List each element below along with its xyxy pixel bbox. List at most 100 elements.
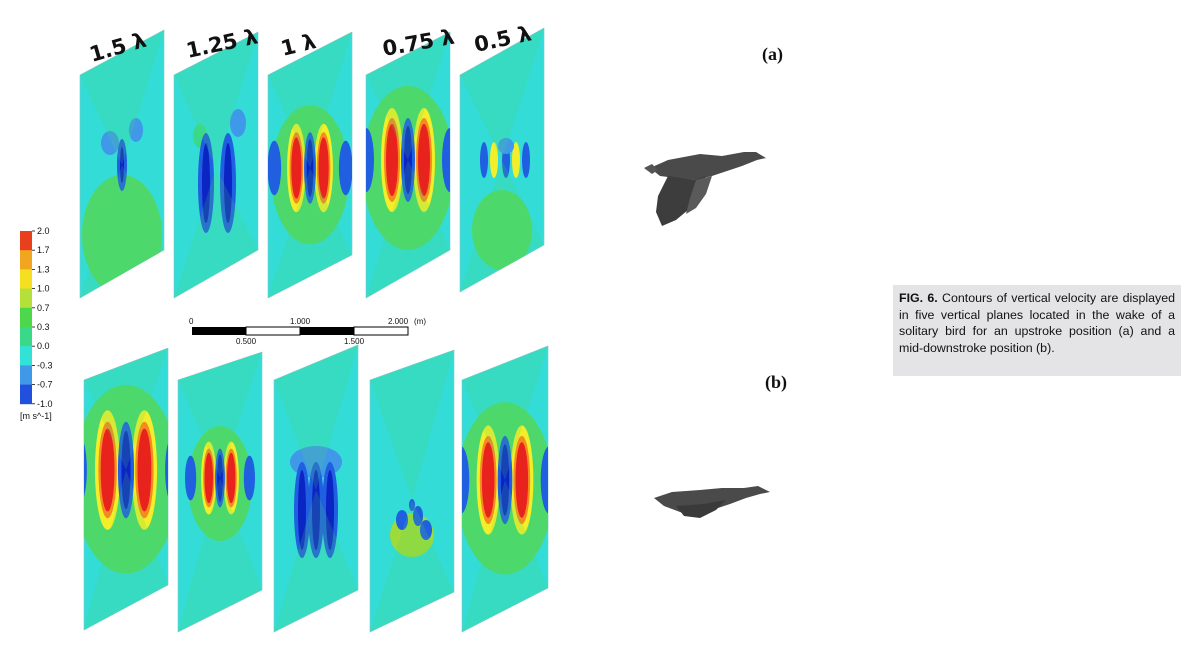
vortex-lobe [500,444,510,516]
small-vortex [498,138,514,154]
vortex-lobe [298,470,306,550]
colorbar-tick-label: 0.0 [37,341,50,351]
figure-caption: FIG. 6. Contours of vertical velocity ar… [893,285,1181,376]
plane-shade [462,346,548,480]
colorbar-swatches [20,231,32,405]
caption-text: Contours of vertical velocity are displa… [899,291,1175,355]
colorbar-tick-labels: 2.0 1.7 1.3 1.0 0.7 0.3 0.0 -0.3 -0.7 -1.0 [32,226,53,409]
vortex-lobe [217,454,223,502]
colorbar-swatch [20,365,32,385]
colorbar-swatch [20,231,32,251]
plane-shade [80,165,164,298]
scalebar-label-1000: 1.000 [290,317,311,326]
small-vortex [480,142,488,178]
weak-vortex [420,520,432,540]
vortex-lobe [243,455,255,501]
colorbar-swatch [20,307,32,328]
colorbar-tick-label: -0.7 [37,380,53,390]
plane-shade [268,168,352,298]
colorbar: 2.0 1.7 1.3 1.0 0.7 0.3 0.0 -0.3 -0.7 -1.0 [m s^-… [20,226,53,421]
vortex-core [204,452,213,504]
velocity-plane [267,31,353,299]
weak-vortex [409,499,415,511]
plane-surface [173,31,259,299]
colorbar-unit: [m s^-1] [20,411,52,421]
scalebar-seg-4 [353,326,409,336]
scalebar-label-1500: 1.500 [344,337,365,346]
velocity-plane [83,347,169,631]
colorbar-tick-label: -0.3 [37,360,53,370]
vortex-lobe [268,140,282,196]
plane-shade [84,470,168,630]
colorbar-tick-label: 1.7 [37,245,50,255]
vortex-lobe [442,128,450,192]
colorbar-swatch [20,269,32,289]
scalebar-label-2000: 2.000 [388,317,409,326]
plane-shade [274,345,358,490]
colorbar-swatch [20,288,32,309]
vortex-lobe [366,128,374,192]
vortex-lobe [202,143,210,223]
vortex-lobe [312,470,320,550]
weak-region [472,190,532,270]
scalebar-seg-1 [192,327,246,335]
plane-shade [174,168,258,298]
colorbar-tick-label: 1.3 [37,264,50,274]
plane-shade [174,32,258,168]
colorbar-swatch [20,346,32,366]
plane-shade [366,160,450,298]
scalebar: 0 1.000 2.000 (m) 0.500 1.500 [189,317,426,346]
vortex-lobe [462,446,470,514]
scalebar-seg-2 [245,326,301,336]
weak-vortex [413,506,423,526]
velocity-plane [369,349,455,633]
vortex-core [318,137,329,199]
weak-vortex [230,109,246,137]
colorbar-tick-label: 2.0 [37,226,50,236]
colorbar-swatch [20,327,32,347]
vortex-lobe [306,139,314,197]
vortex-lobe [326,470,334,550]
colorbar-swatch [20,250,32,270]
panel-label-a: (a) [762,44,783,65]
vortex-core [481,442,495,518]
caption-label: FIG. 6. [899,291,938,305]
downstroke-planes [83,344,549,633]
plane-shade [460,160,544,292]
plane-shade [370,350,454,500]
vortex-lobe [404,126,412,194]
vortex-core [418,124,430,196]
weak-vortex [101,131,119,155]
plane-surface [369,349,455,633]
scalebar-label-0: 0 [189,317,194,326]
small-vortex [512,142,520,178]
colorbar-tick-label: 1.0 [37,284,50,294]
vortex-core [386,124,398,196]
velocity-plane [459,27,545,293]
scalebar-label-0500: 0.500 [236,337,257,346]
velocity-plane [79,29,165,299]
weak-vortex [120,147,124,183]
vortex-core [515,442,529,518]
vortex-core [227,452,236,504]
panel-label-b: (b) [765,372,787,393]
weak-vortex [129,118,143,142]
plane-shade [274,490,358,632]
plane-shade [84,348,168,470]
velocity-plane [177,351,263,633]
vortex-core [100,428,115,512]
vortex-core [137,428,152,512]
plane-shade [370,500,454,632]
velocity-plane [273,344,359,633]
small-vortex [522,142,530,178]
vortex-core [291,137,302,199]
colorbar-tick-label: -1.0 [37,399,53,409]
upstroke-planes [79,27,545,299]
scalebar-seg-3 [300,327,354,335]
plane-shade [460,28,544,160]
colorbar-swatch [20,384,32,405]
velocity-plane [365,31,451,299]
plane-shade [178,478,262,632]
plane-shade [462,480,548,632]
